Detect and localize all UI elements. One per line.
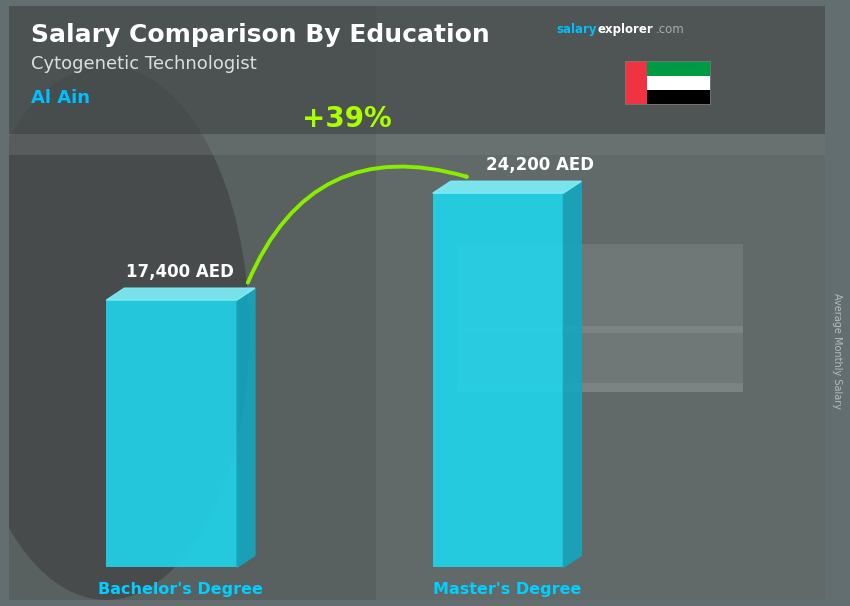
Bar [457,383,743,392]
Text: salary: salary [557,22,598,36]
Bar [625,61,647,104]
Bar [625,76,711,90]
Polygon shape [564,181,581,567]
Text: Master's Degree: Master's Degree [433,582,581,597]
Ellipse shape [0,65,249,600]
Bar [8,6,824,134]
Text: Average Monthly Salary: Average Monthly Salary [832,293,842,410]
Bar [376,6,824,600]
Text: 17,400 AED: 17,400 AED [126,263,234,281]
Polygon shape [433,181,581,193]
Text: Cytogenetic Technologist: Cytogenetic Technologist [31,55,257,73]
Bar [433,193,564,567]
Bar [457,244,743,392]
Bar [106,300,237,567]
Bar [625,61,711,76]
Text: Bachelor's Degree: Bachelor's Degree [99,582,264,597]
Text: .com: .com [655,22,684,36]
Text: explorer: explorer [598,22,654,36]
Bar [625,90,711,104]
Bar [457,325,743,333]
Text: Salary Comparison By Education: Salary Comparison By Education [31,22,490,47]
Polygon shape [237,288,255,567]
Text: +39%: +39% [303,105,392,133]
Text: Al Ain: Al Ain [31,89,90,107]
Polygon shape [106,288,255,300]
FancyArrowPatch shape [248,167,467,282]
Bar [8,6,824,155]
Bar [625,61,711,104]
Text: 24,200 AED: 24,200 AED [485,156,593,174]
